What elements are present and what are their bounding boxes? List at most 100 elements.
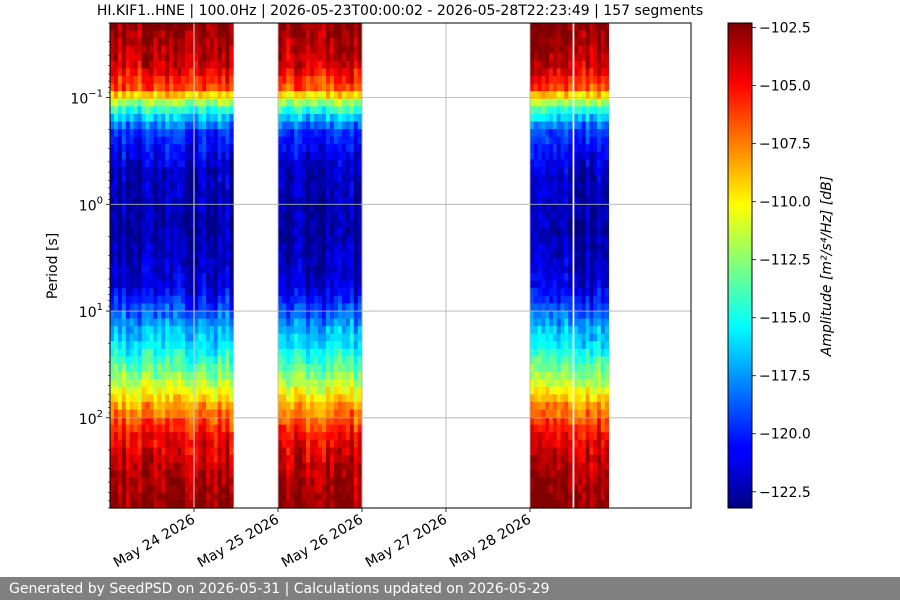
heatmap-cell [290,250,295,259]
heatmap-cell [337,98,343,107]
heatmap-cell [117,98,123,107]
heatmap-cell [278,98,283,107]
heatmap-cell [165,379,170,388]
heatmap-cell [321,265,327,274]
heatmap-cell [306,38,311,47]
heatmap-cell [545,409,550,418]
heatmap-cell [597,295,602,304]
heatmap-cell [357,447,363,456]
heatmap-cell [145,303,151,312]
heatmap-cell [169,477,174,486]
heatmap-cell [537,220,543,229]
heatmap-cell [556,159,562,168]
heatmap-cell [298,227,303,236]
heatmap-cell [184,341,190,350]
heatmap-cell [341,250,347,259]
heatmap-cell [345,333,351,342]
heatmap-cell [169,310,174,320]
heatmap-cell [188,182,194,191]
heatmap-cell [213,53,219,62]
heatmap-cell [290,106,295,115]
heatmap-cell [290,409,295,418]
heatmap-cell [286,106,291,115]
heatmap-cell [593,45,598,54]
heatmap-cell [282,379,287,388]
colorbar-tick-label: −105.0 [759,79,811,95]
heatmap-cell [177,500,182,509]
heatmap-cell [117,318,123,327]
heatmap-cell [530,106,535,115]
heatmap-cell [302,38,307,47]
heatmap-cell [202,409,207,418]
heatmap-cell [333,23,339,32]
x-tick-label: May 26 2026 [279,512,366,572]
heatmap-cell [194,401,200,411]
heatmap-cell [184,356,190,365]
heatmap-cell [113,273,119,282]
heatmap-cell [188,356,194,365]
heatmap-cell [560,356,565,365]
heatmap-cell [581,174,587,183]
heatmap-cell [161,303,166,312]
heatmap-cell [537,379,543,388]
heatmap-cell [221,60,226,70]
heatmap-cell [217,454,223,464]
heatmap-cell [110,386,115,395]
heatmap-cell [137,83,143,92]
heatmap-cell [221,394,226,403]
heatmap-cell [141,121,147,130]
heatmap-cell [173,91,178,100]
heatmap-cell [325,197,331,206]
heatmap-cell [306,257,311,267]
heatmap-cell [117,333,123,342]
heatmap-cell [153,462,158,471]
heatmap-cell [530,295,535,304]
heatmap-cell [581,129,587,138]
heatmap-cell [125,242,131,251]
heatmap-cell [585,227,591,236]
heatmap-cell [337,280,343,289]
heatmap-cell [225,477,230,486]
heatmap-cell [564,310,569,320]
heatmap-cell [593,341,598,350]
heatmap-cell [173,220,178,229]
heatmap-cell [121,333,127,342]
heatmap-cell [530,250,535,259]
heatmap-cell [560,53,565,62]
heatmap-cell [333,439,339,448]
heatmap-cell [593,379,598,388]
heatmap-cell [217,303,223,312]
heatmap-cell [282,364,287,373]
heatmap-cell [157,303,162,312]
heatmap-cell [188,166,194,176]
heatmap-cell [574,310,579,320]
heatmap-cell [137,30,143,39]
heatmap-cell [278,189,283,198]
heatmap-cell [321,485,327,494]
heatmap-cell [574,197,579,206]
heatmap-cell [184,91,190,100]
heatmap-cell [184,98,190,107]
heatmap-cell [541,303,546,312]
heatmap-cell [206,439,211,448]
heatmap-cell [133,409,139,418]
heatmap-cell [298,197,303,206]
heatmap-cell [574,265,579,274]
heatmap-cell [149,401,154,411]
heatmap-cell [589,227,594,236]
heatmap-cell [564,204,569,214]
heatmap-cell [202,23,207,32]
heatmap-cell [165,454,170,464]
heatmap-cell [321,242,327,251]
heatmap-cell [298,265,303,274]
heatmap-cell [568,204,573,214]
heatmap-cell [202,76,207,85]
heatmap-cell [113,477,119,486]
colorbar-ticks: −102.5−105.0−107.5−110.0−112.5−115.0−117… [752,21,811,501]
heatmap-cell [549,470,554,479]
heatmap-cell [133,197,139,206]
heatmap-cell [217,394,223,403]
heatmap-cell [177,341,182,350]
heatmap-cell [537,341,543,350]
heatmap-cell [329,144,335,153]
